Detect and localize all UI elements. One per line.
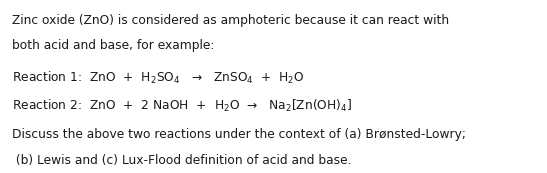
Text: both acid and base, for example:: both acid and base, for example: (13, 39, 215, 52)
Text: Reaction 1:  ZnO  +  H$_{2}$SO$_{4}$   →   ZnSO$_{4}$  +  H$_{2}$O: Reaction 1: ZnO + H$_{2}$SO$_{4}$ → ZnSO… (13, 70, 305, 86)
Text: (b) Lewis and (c) Lux-Flood definition of acid and base.: (b) Lewis and (c) Lux-Flood definition o… (13, 154, 352, 167)
Text: Discuss the above two reactions under the context of (a) Brønsted-Lowry;: Discuss the above two reactions under th… (13, 128, 466, 141)
Text: Reaction 2:  ZnO  +  2 NaOH  +  H$_{2}$O  →   Na$_{2}$[Zn(OH)$_{4}$]: Reaction 2: ZnO + 2 NaOH + H$_{2}$O → Na… (13, 98, 353, 114)
Text: Zinc oxide (ZnO) is considered as amphoteric because it can react with: Zinc oxide (ZnO) is considered as amphot… (13, 14, 450, 27)
